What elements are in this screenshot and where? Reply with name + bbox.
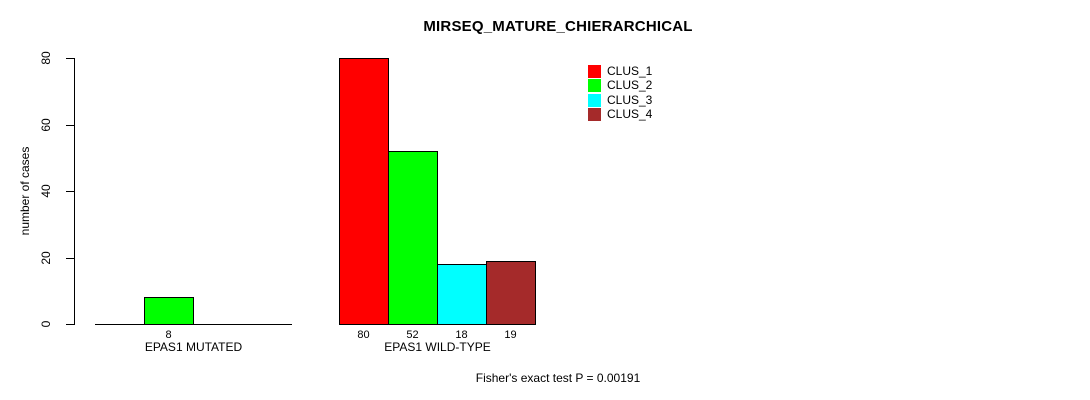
legend-swatch-icon — [588, 79, 601, 92]
legend-item-label: CLUS_4 — [607, 107, 653, 121]
bar-clus_2-mutated — [144, 297, 194, 325]
x-category-label-wildtype: EPAS1 WILD-TYPE — [384, 340, 491, 354]
y-axis-title-text: number of cases — [18, 146, 32, 236]
legend-item-label: CLUS_1 — [607, 64, 653, 78]
y-axis-tick-label-text: 60 — [39, 118, 53, 132]
bar-value-label: 19 — [504, 329, 517, 341]
y-axis-tick-label-text: 40 — [39, 184, 53, 198]
y-axis-tick-label-text: 20 — [39, 251, 53, 265]
chart-title: MIRSEQ_MATURE_CHIERARCHICAL — [423, 18, 693, 35]
bar-clus_1-wildtype — [339, 58, 389, 325]
legend-item-label: CLUS_3 — [607, 93, 653, 107]
bar-clus_2-wildtype — [388, 151, 438, 325]
bar-value-label: 52 — [406, 329, 419, 341]
y-axis-tick — [66, 58, 74, 59]
y-axis-tick-label-text: 80 — [39, 51, 53, 65]
bar-value-label: 8 — [165, 329, 172, 341]
legend-swatch-icon — [588, 65, 601, 78]
bar-value-label: 18 — [455, 329, 468, 341]
y-axis-tick — [66, 258, 74, 259]
x-category-label-mutated: EPAS1 MUTATED — [144, 340, 243, 354]
bar-clus_3-wildtype — [437, 264, 487, 325]
legend-item-label: CLUS_2 — [607, 78, 653, 92]
bar-clus_4-wildtype — [486, 261, 536, 325]
legend-swatch-icon — [588, 108, 601, 121]
legend-swatch-icon — [588, 94, 601, 107]
fisher-test-annotation: Fisher's exact test P = 0.00191 — [475, 371, 641, 385]
y-axis-tick — [66, 125, 74, 126]
y-axis-tick-label-text: 0 — [39, 320, 53, 328]
y-axis-line — [74, 58, 75, 325]
bar-value-label: 80 — [357, 329, 370, 341]
y-axis-tick — [66, 191, 74, 192]
y-axis-tick — [66, 324, 74, 325]
